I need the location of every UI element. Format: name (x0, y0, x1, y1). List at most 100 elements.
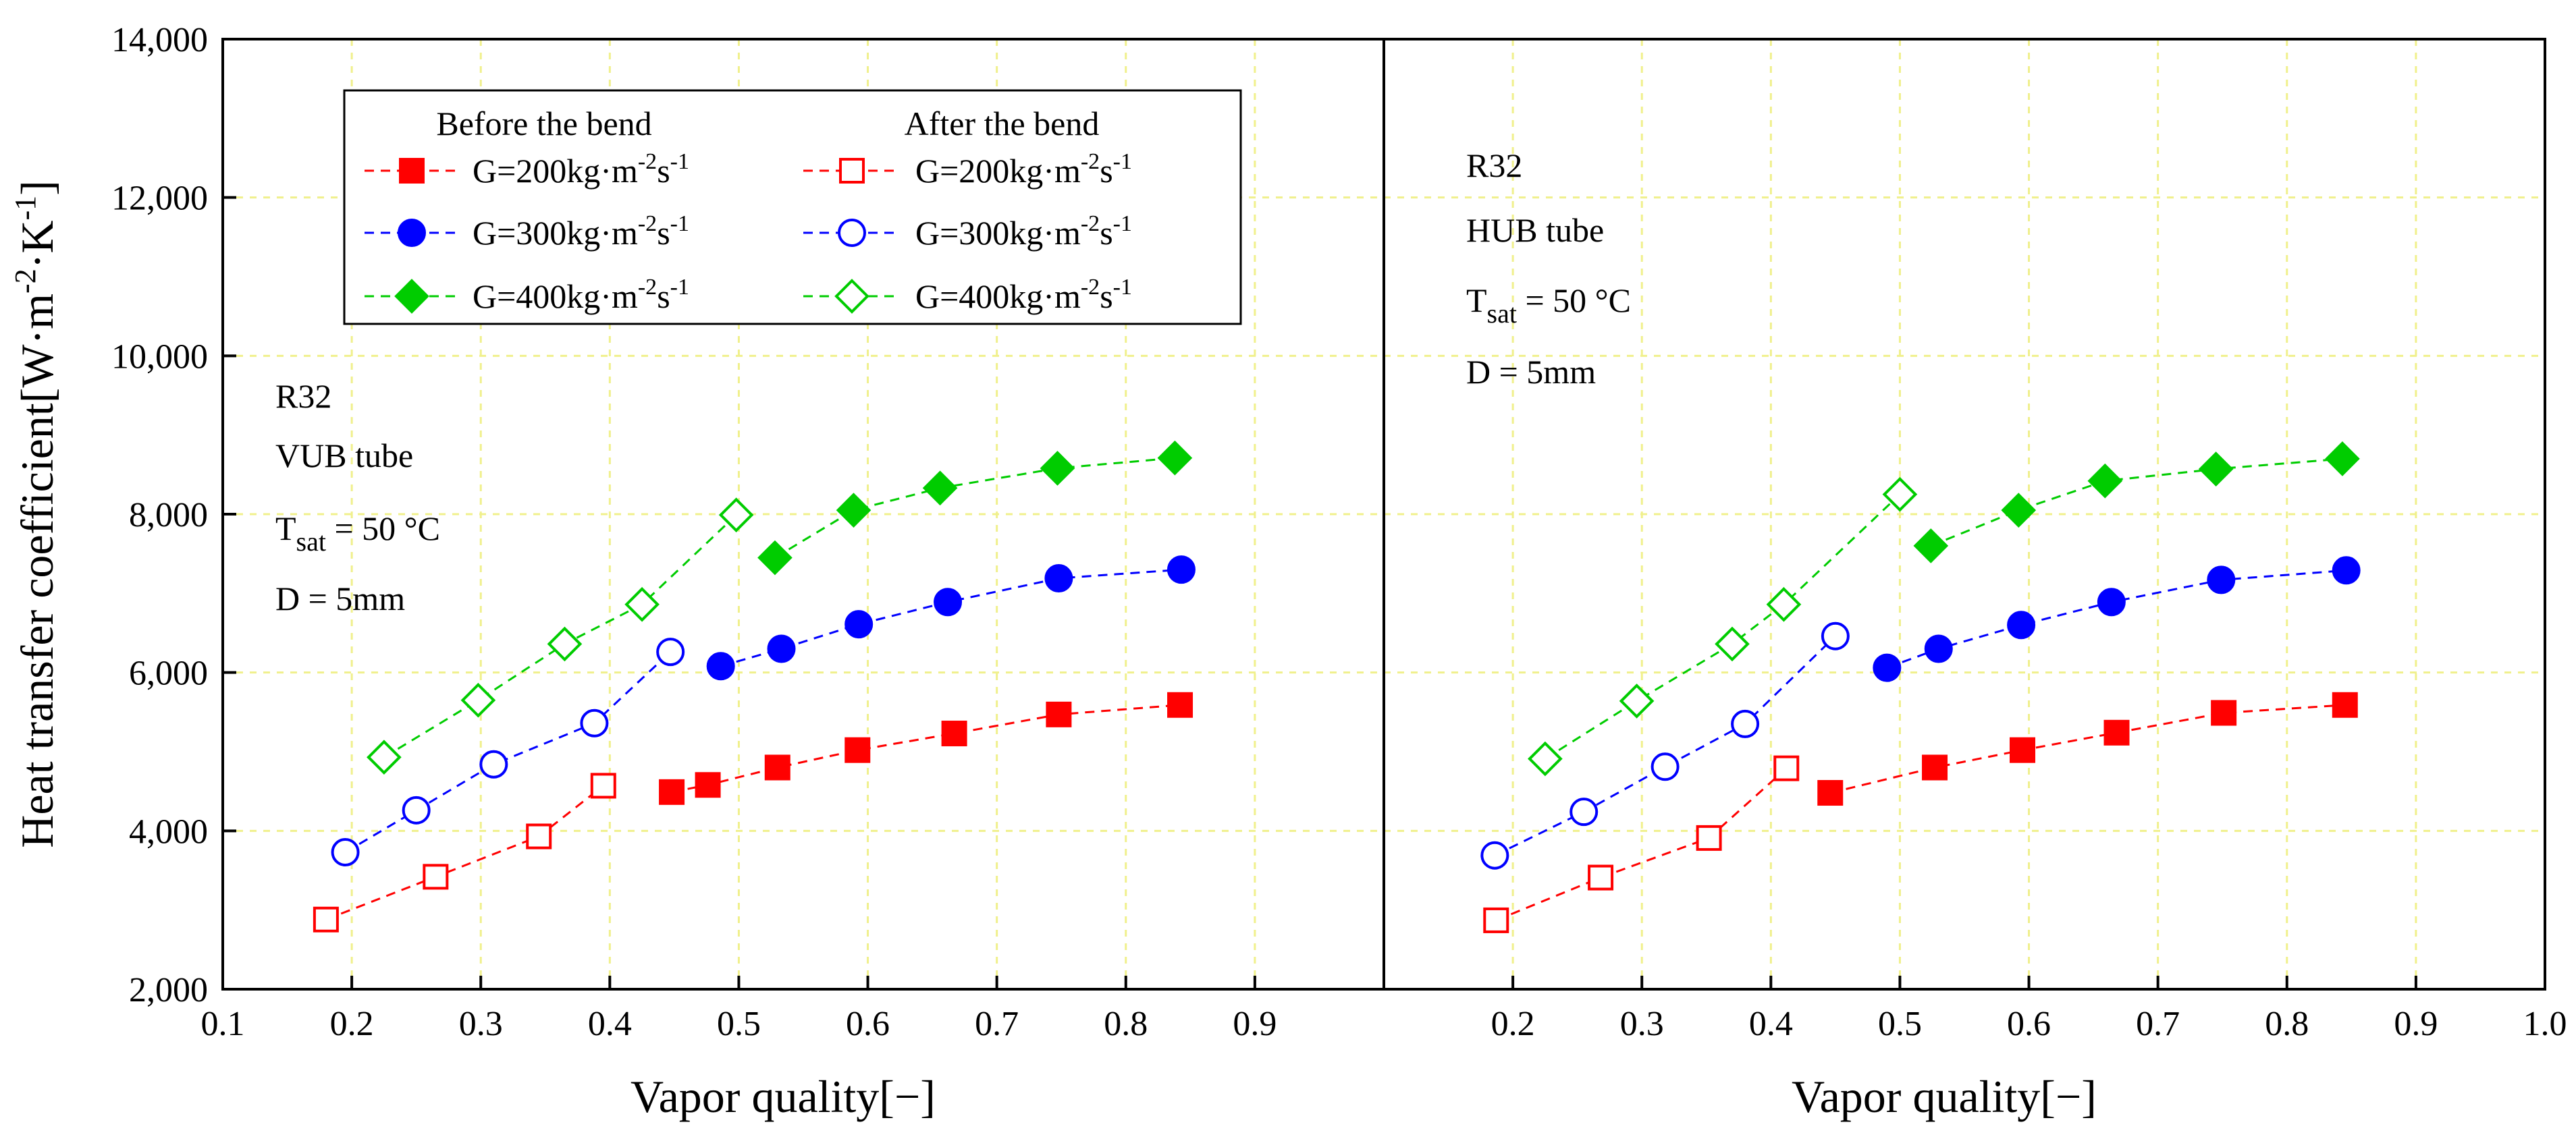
annotation-right-tube: HUB tube (1466, 211, 1604, 249)
x-tick-label: 0.6 (2007, 1005, 2051, 1043)
data-point-g300-before (2207, 565, 2236, 594)
data-point-g300-before (2097, 588, 2126, 617)
annotation-right-tsat: Tsat = 50 °C (1466, 281, 1631, 329)
y-tick-label: 12,000 (111, 179, 208, 218)
legend-marker-g300-after (838, 219, 866, 247)
y-axis-title-sup1: -2 (9, 269, 42, 294)
x-tick-label: 0.2 (1491, 1005, 1535, 1043)
legend-header-after: After the bend (905, 105, 1100, 142)
data-point-g300-before (767, 634, 796, 663)
x-axis-title-left: Vapor quality[−] (630, 1071, 936, 1122)
data-point-g300-before (1044, 564, 1073, 593)
series-line-g200-after (1495, 767, 1788, 922)
series-line-g300-after (1494, 635, 1836, 857)
data-point-g400-after (367, 740, 402, 775)
data-point-g400-after (718, 497, 754, 533)
x-axis-title-right: Vapor quality[−] (1792, 1071, 2097, 1122)
data-point-g300-after (331, 838, 360, 867)
series-line-g300-before (1886, 569, 2346, 669)
annotation-left: R32 VUB tube Tsat = 50 °C D = 5mm (275, 377, 440, 617)
series-left-panel (313, 440, 1196, 933)
annotation-right-diameter: D = 5mm (1466, 353, 1596, 391)
y-tick-label: 4,000 (129, 812, 208, 851)
x-tick-label: 0.2 (330, 1005, 374, 1043)
data-point-g200-before (2332, 692, 2358, 718)
series-line-g400-before (774, 457, 1175, 559)
data-point-g300-before (934, 588, 963, 617)
legend: Before the bend After the bend G=200kg·m… (343, 89, 1242, 325)
data-point-g200-before (844, 737, 871, 763)
x-tick-label: 0.7 (975, 1005, 1019, 1043)
y-tick-label: 8,000 (129, 496, 208, 534)
y-tick-label: 2,000 (129, 971, 208, 1009)
y-tick-labels: 2,000 4,000 6,000 8,000 10,000 12,000 14,000 (111, 21, 208, 1009)
x-tick-label: 0.8 (1104, 1005, 1148, 1043)
series-right-panel (1480, 441, 2361, 933)
y-axis-title: Heat transfer coefficient[W·m-2·K-1] (9, 180, 63, 848)
data-point-g400-after (1882, 476, 1918, 512)
data-point-g300-after (1569, 798, 1599, 827)
y-axis-title-mid: ·K (11, 221, 63, 269)
x-tick-labels: 0.1 0.2 0.3 0.4 0.5 0.6 0.7 0.8 0.9 0.2 0.3 0.4 0.5 0… (201, 1005, 2567, 1043)
x-tick-label: 0.9 (1233, 1005, 1277, 1043)
data-point-g200-after (1773, 755, 1800, 781)
legend-label-after-g200: G=200kg·m-2s-1 (915, 149, 1132, 190)
data-point-g400-after (624, 586, 660, 622)
x-tick-label: 0.1 (201, 1005, 245, 1043)
data-point-g200-before (1922, 754, 1948, 781)
legend-marker-g400-after (834, 279, 869, 314)
legend-box (343, 89, 1242, 325)
data-point-g400-after (1766, 586, 1802, 622)
legend-swatches (365, 158, 901, 314)
y-axis-title-end: ] (11, 180, 63, 196)
annotation-right-tsat-rest: = 50 °C (1517, 281, 1631, 319)
y-tick-label: 10,000 (111, 337, 208, 376)
y-axis-title-sup2: -1 (9, 196, 42, 221)
y-axis-title-main: Heat transfer coefficient[W·m (11, 294, 63, 848)
data-point-g200-after (1696, 825, 1722, 851)
series-line-g200-before (671, 704, 1181, 794)
series-line-g200-before (1829, 704, 2345, 794)
data-point-g300-before (706, 652, 735, 681)
series-line-g400-before (1930, 457, 2343, 547)
data-point-g200-before (2103, 719, 2130, 746)
data-point-g300-after (479, 750, 508, 779)
data-point-g300-after (1651, 752, 1680, 781)
data-point-g400-before (2001, 493, 2037, 528)
data-point-g400-after (460, 682, 496, 718)
series-line-g400-after (1545, 493, 1901, 760)
data-point-g200-before (2211, 700, 2237, 726)
legend-label-before-g200: G=200kg·m-2s-1 (473, 149, 689, 190)
data-point-g200-before (659, 779, 685, 805)
x-tick-label: 0.4 (588, 1005, 632, 1043)
data-point-g400-before (1040, 451, 1075, 486)
legend-label-after-g400: G=400kg·m-2s-1 (915, 275, 1132, 315)
data-point-g300-after (1731, 709, 1760, 738)
x-tick-label: 0.5 (717, 1005, 761, 1043)
data-point-g300-before (844, 610, 874, 639)
data-point-g200-after (590, 773, 616, 799)
annotation-right-refrigerant: R32 (1466, 146, 1522, 184)
data-point-g200-before (1046, 701, 1072, 727)
annotation-left-tube: VUB tube (275, 437, 413, 474)
x-tick-label: 0.3 (459, 1005, 503, 1043)
data-point-g400-before (2325, 441, 2360, 476)
data-point-g400-before (2087, 463, 2123, 499)
data-point-g400-before (2198, 451, 2234, 487)
series-line-g300-after (344, 651, 672, 854)
data-point-g400-after (1619, 684, 1655, 719)
data-point-g300-before (1924, 634, 1953, 663)
data-point-g200-before (1167, 692, 1193, 718)
data-point-g200-before (941, 721, 967, 747)
annotation-right: R32 HUB tube Tsat = 50 °C D = 5mm (1466, 146, 1631, 391)
x-tick-label: 0.5 (1878, 1005, 1922, 1043)
data-point-g400-before (757, 540, 793, 576)
tick-marks (221, 38, 2546, 991)
data-point-g200-before (764, 754, 790, 781)
data-point-g400-after (1715, 626, 1750, 662)
data-point-g200-after (423, 864, 449, 890)
data-point-g400-after (1528, 741, 1563, 777)
y-tick-label: 14,000 (111, 21, 208, 59)
x-tick-label: 0.9 (2394, 1005, 2438, 1043)
